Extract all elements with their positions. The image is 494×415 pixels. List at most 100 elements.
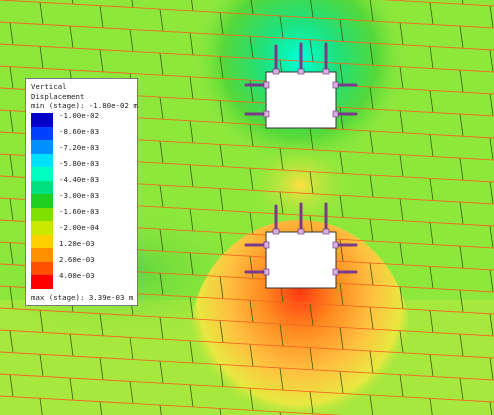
joint-segment (369, 306, 374, 330)
joint-segment (219, 364, 224, 387)
joint-segment (39, 46, 44, 69)
joint-segment (159, 361, 164, 384)
legend-swatch-9 (31, 221, 53, 235)
joint-segment (249, 300, 254, 323)
joint-segment (219, 56, 224, 79)
legend-tick-3: -7.20e-03 (59, 143, 100, 152)
joint-segment (309, 39, 314, 62)
joint-segment (159, 53, 164, 76)
joint-segment (189, 384, 194, 407)
joint-segment (462, 0, 464, 5)
joint-segment (399, 374, 404, 397)
joint-segment (279, 147, 284, 170)
legend-title-line1: Vertical (31, 82, 67, 91)
joint-segment (9, 286, 14, 309)
lower-excavation-opening[interactable] (265, 231, 337, 289)
joint-segment (189, 120, 194, 143)
joint-segment (69, 25, 74, 49)
joint-segment (489, 313, 494, 336)
joint-segment (99, 401, 103, 415)
joint-segment (339, 151, 344, 174)
joint-segment (219, 144, 224, 167)
joint-segment (249, 344, 254, 367)
legend-tick-7: -1.60e-03 (59, 207, 100, 216)
joint-segment (99, 49, 104, 72)
joint-segment (429, 178, 434, 201)
lower-bolt-plates (263, 228, 339, 276)
joint-segment (399, 242, 404, 265)
joint-segment (369, 0, 374, 22)
joint-segment (459, 26, 464, 49)
joint-segment (69, 377, 74, 401)
joint-segment (429, 266, 434, 289)
joint-segment (309, 391, 314, 414)
joint-segment (459, 334, 464, 357)
joint-segment (129, 381, 134, 404)
joint-segment (189, 252, 194, 275)
joint-segment (159, 185, 164, 208)
legend-swatch-3 (31, 140, 53, 154)
joint-segment (39, 398, 43, 415)
upper-rock-bolts (244, 42, 358, 116)
joint-segment (369, 218, 374, 242)
joint-segment (339, 63, 344, 86)
legend-swatch-7 (31, 194, 53, 208)
joint-segment (489, 181, 494, 204)
joint-segment (0, 329, 494, 359)
joint-segment (309, 127, 314, 150)
joint-segment (159, 141, 164, 164)
joint-segment (0, 65, 494, 95)
joint-segment (72, 0, 74, 5)
joint-segment (0, 43, 494, 73)
joint-segment (399, 198, 404, 221)
joint-segment (369, 42, 374, 66)
joint-segment (489, 49, 494, 72)
joint-segment (369, 174, 374, 198)
legend-tick-4: -5.80e-03 (59, 159, 100, 168)
joint-segment (99, 357, 104, 380)
joint-segment (9, 330, 14, 353)
legend-title-line2: Displacement (31, 92, 85, 101)
joint-segment (399, 22, 404, 45)
joint-segment (429, 222, 434, 245)
joint-segment (249, 388, 254, 411)
joint-segment (250, 0, 254, 15)
legend-tick-6: -3.00e-03 (59, 191, 100, 200)
lower-excavation[interactable] (244, 202, 358, 289)
joint-segment (369, 394, 374, 415)
joint-segment (219, 276, 224, 299)
joint-segment (249, 124, 254, 147)
legend-tick-2: -8.60e-03 (59, 127, 100, 136)
upper-excavation[interactable] (244, 42, 358, 129)
joint-segment (159, 229, 164, 252)
joint-segment (189, 32, 194, 55)
joint-segment (279, 191, 284, 214)
joint-segment (219, 232, 224, 255)
joint-segment (39, 310, 44, 333)
joint-segment (399, 330, 404, 353)
joint-segment (429, 46, 434, 69)
joint-segment (459, 378, 464, 401)
joint-segment (489, 5, 494, 28)
joint-segment (191, 0, 194, 11)
joint-segment (339, 283, 344, 306)
joint-segment (189, 164, 194, 187)
joint-segment (249, 36, 254, 59)
joint-segment (0, 0, 494, 29)
joint-segment (309, 171, 314, 194)
joint-segment (429, 2, 434, 25)
legend-swatch-4 (31, 153, 53, 168)
legend-swatch-13 (31, 275, 53, 289)
joint-segment (129, 337, 134, 360)
joint-segment (159, 9, 164, 32)
joint-segment (39, 354, 44, 377)
legend-swatch-1 (31, 113, 53, 127)
joint-segment (309, 303, 314, 326)
joint-segment (189, 340, 194, 363)
displacement-legend[interactable]: Vertical Displacement min (stage): -1.80… (25, 78, 138, 306)
upper-excavation-opening[interactable] (265, 71, 337, 129)
legend-swatch-5 (31, 167, 53, 181)
joint-segment (459, 290, 464, 313)
